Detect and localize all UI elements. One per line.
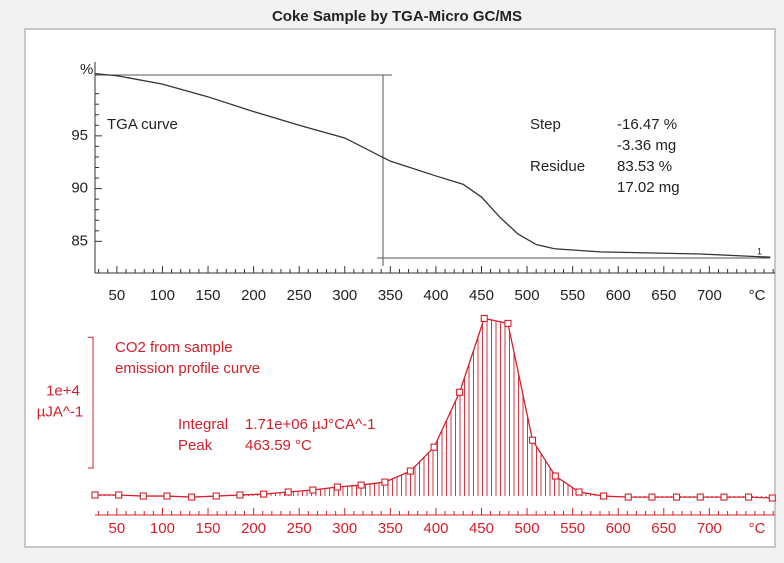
data-point: [768, 494, 776, 502]
data-point: [696, 493, 704, 501]
data-point: [333, 483, 342, 491]
data-point: [139, 492, 147, 500]
data-point: [648, 493, 656, 501]
data-line: [94, 72, 771, 258]
data-point: [357, 481, 365, 489]
data-point: [115, 491, 123, 499]
data-point: [745, 493, 753, 501]
data-point: [284, 488, 292, 496]
x-tick-label: 150: [196, 287, 221, 304]
data-point: [260, 490, 268, 498]
x-tick-label: 250: [287, 287, 312, 304]
x-tick-label: 300: [332, 520, 357, 537]
x-tick-label: 350: [378, 287, 403, 304]
x-tick-label: 400: [423, 520, 448, 537]
x-tick-label: 700: [697, 520, 722, 537]
x-axis-label: °C: [749, 287, 766, 304]
x-tick-label: 650: [651, 287, 676, 304]
scale-bar-label: 1e+4: [46, 382, 80, 399]
annotation: -16.47 %: [617, 116, 677, 133]
annotation: 83.53 %: [617, 158, 672, 175]
x-tick-label: 200: [241, 287, 266, 304]
annotation: Integral: [178, 416, 228, 433]
data-point: [430, 443, 438, 451]
data-point: [480, 314, 488, 322]
data-point: [91, 491, 99, 499]
x-tick-label: 150: [196, 520, 221, 537]
data-point: [504, 319, 512, 327]
series-label: TGA curve: [107, 116, 178, 133]
annotation: CO2 from sample: [115, 339, 233, 356]
data-point: [575, 488, 583, 496]
x-tick-label: 50: [109, 520, 126, 537]
annotation: Residue: [530, 158, 585, 175]
annotation: 1.71e+06 µJ°CA^-1: [245, 416, 376, 433]
data-point: [188, 493, 196, 501]
x-tick-label: 100: [150, 287, 175, 304]
annotation: Peak: [178, 437, 213, 454]
data-point: [406, 467, 414, 475]
data-point: [309, 486, 317, 494]
y-tick-label: 85: [71, 232, 88, 249]
data-point: [720, 493, 728, 501]
y-axis-label: %: [80, 61, 93, 78]
x-axis-label: °C: [749, 520, 766, 537]
panel: [24, 28, 776, 548]
x-tick-label: 550: [560, 520, 585, 537]
annotation: 1: [757, 246, 762, 256]
x-tick-label: 550: [560, 287, 585, 304]
x-tick-label: 500: [515, 520, 540, 537]
y-tick-label: 90: [71, 180, 88, 197]
data-point: [551, 472, 559, 480]
data-point: [528, 436, 537, 444]
annotation: Step: [530, 116, 561, 133]
y-tick-label: 95: [71, 127, 88, 144]
annotation: emission profile curve: [115, 360, 260, 377]
chart-title: Coke Sample by TGA-Micro GC/MS: [272, 8, 522, 25]
data-point: [163, 492, 171, 500]
data-point: [600, 492, 608, 500]
x-tick-label: 450: [469, 287, 494, 304]
x-tick-label: 700: [697, 287, 722, 304]
annotation: 463.59 °C: [245, 437, 312, 454]
scale-bar-unit: µJA^-1: [37, 403, 84, 420]
x-tick-label: 450: [469, 520, 494, 537]
x-tick-label: 100: [150, 520, 175, 537]
x-tick-label: 250: [287, 520, 312, 537]
scale-bar: [88, 336, 94, 469]
data-point: [236, 491, 244, 499]
x-tick-label: 600: [606, 287, 631, 304]
x-tick-label: 600: [606, 520, 631, 537]
data-point: [381, 478, 389, 486]
x-tick-label: 200: [241, 520, 266, 537]
x-tick-label: 650: [651, 520, 676, 537]
hatched-area: [95, 318, 773, 499]
x-tick-label: 350: [378, 520, 403, 537]
x-tick-label: 300: [332, 287, 357, 304]
data-point: [673, 493, 681, 501]
annotation: 17.02 mg: [617, 179, 680, 196]
annotation: -3.36 mg: [617, 137, 676, 154]
data-point: [212, 492, 220, 500]
data-point: [456, 388, 464, 396]
x-tick-label: 500: [515, 287, 540, 304]
x-tick-label: 50: [109, 287, 126, 304]
x-tick-label: 400: [423, 287, 448, 304]
data-point: [624, 493, 632, 501]
